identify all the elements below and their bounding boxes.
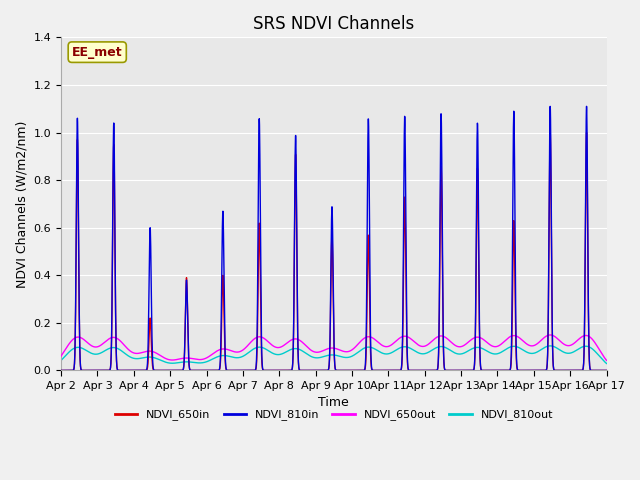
- Legend: NDVI_650in, NDVI_810in, NDVI_650out, NDVI_810out: NDVI_650in, NDVI_810in, NDVI_650out, NDV…: [110, 405, 557, 425]
- Title: SRS NDVI Channels: SRS NDVI Channels: [253, 15, 415, 33]
- Y-axis label: NDVI Channels (W/m2/nm): NDVI Channels (W/m2/nm): [15, 120, 28, 288]
- Text: EE_met: EE_met: [72, 46, 123, 59]
- X-axis label: Time: Time: [319, 396, 349, 409]
